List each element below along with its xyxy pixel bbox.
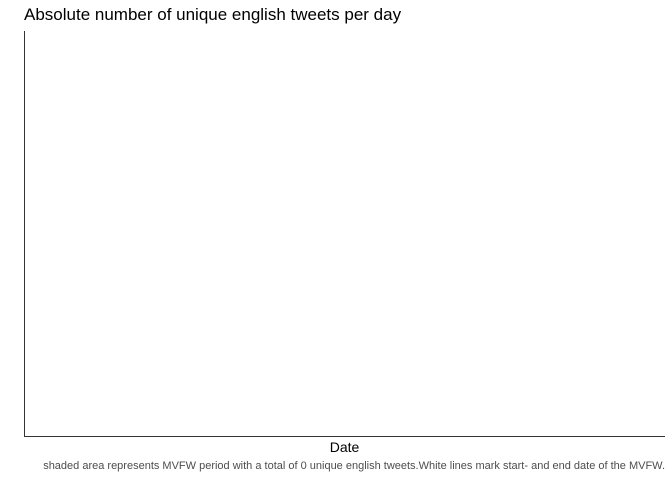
chart-caption: shaded area represents MVFW period with … [43,460,665,472]
x-axis-title: Date [329,439,360,455]
chart-title: Absolute number of unique english tweets… [24,5,402,24]
